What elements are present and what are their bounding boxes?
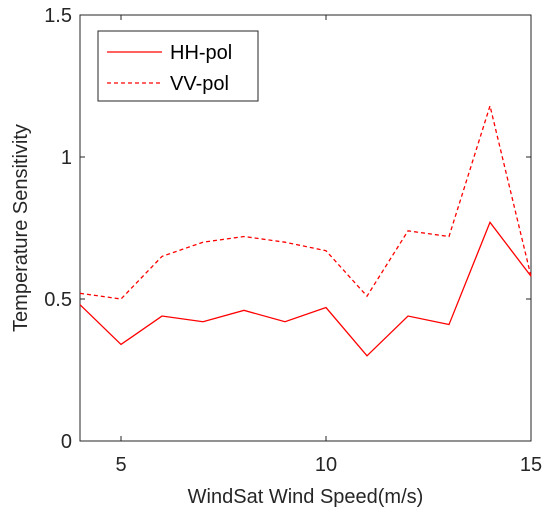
x-tick-label-15: 15 <box>520 454 542 476</box>
legend-entry-hh-pol: HH-pol <box>170 42 232 64</box>
tick-labels: 5 10 15 0 0.5 1 1.5 <box>44 5 542 476</box>
y-axis-label: Temperature Sensitivity <box>10 124 32 332</box>
y-tick-label-0: 0 <box>61 431 72 453</box>
x-tick-label-10: 10 <box>315 454 337 476</box>
legend-entry-vv-pol: VV-pol <box>170 73 229 95</box>
legend-box <box>97 30 259 102</box>
series-line-hh-pol <box>79 221 532 357</box>
y-tick-label-1: 0.5 <box>44 289 72 311</box>
ticks-layer <box>80 14 532 442</box>
series-layer <box>79 103 532 357</box>
x-tick-label-5: 5 <box>115 454 126 476</box>
y-tick-label-2: 1 <box>61 147 72 169</box>
x-axis-label: WindSat Wind Speed(m/s) <box>188 486 424 508</box>
y-tick-label-3: 1.5 <box>44 5 72 27</box>
series-line-vv-pol <box>79 103 532 300</box>
legend: HH-pol VV-pol <box>97 30 259 102</box>
